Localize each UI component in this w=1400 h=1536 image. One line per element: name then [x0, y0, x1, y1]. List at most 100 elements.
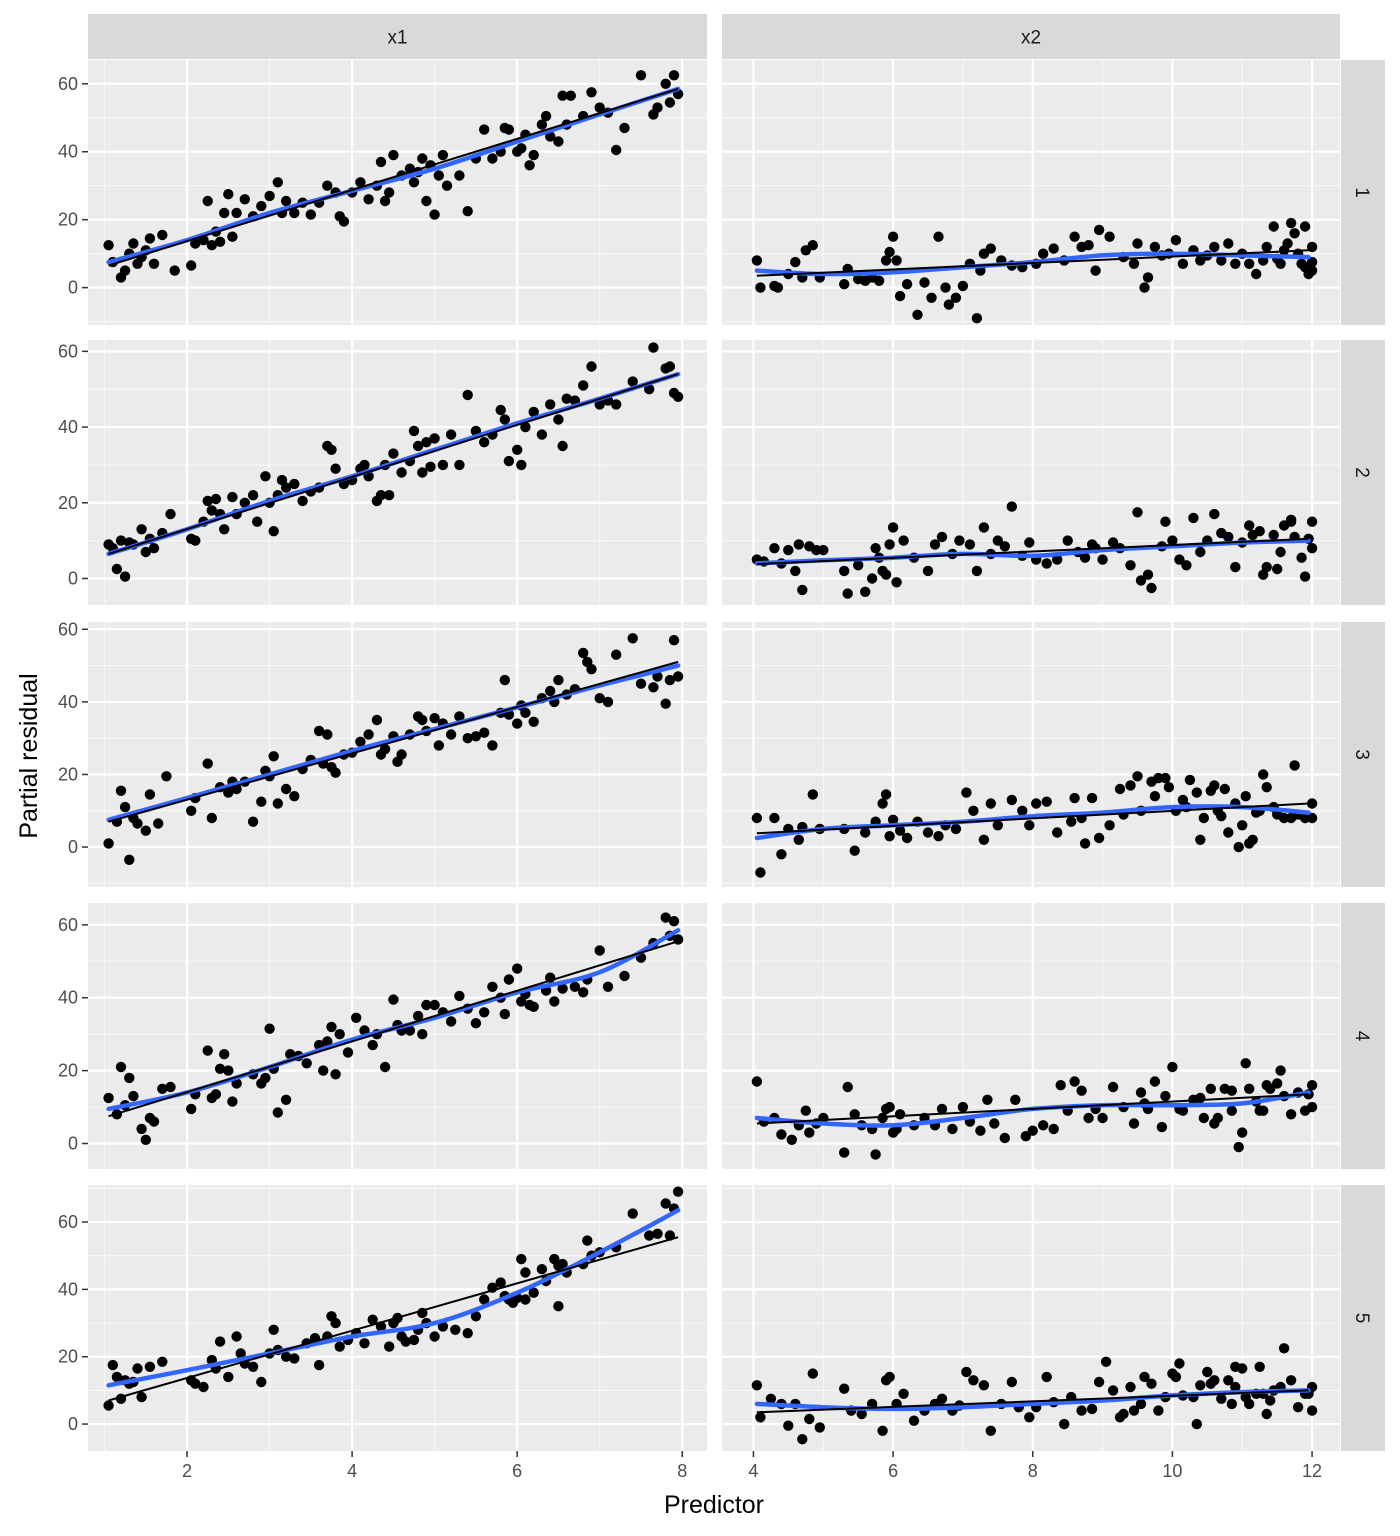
- data-point: [437, 459, 449, 471]
- y-axes: 0 20 40 60 0 20 40 60 0 20 40 60 0 20 40 60 0 20 40 60: [58, 74, 88, 1434]
- data-point: [165, 1081, 176, 1093]
- data-point: [569, 981, 581, 992]
- data-point: [933, 831, 944, 842]
- data-point: [429, 999, 440, 1011]
- data-point: [672, 671, 684, 682]
- data-point: [1299, 571, 1311, 582]
- data-point: [1132, 507, 1143, 518]
- data-point: [536, 119, 548, 130]
- data-point: [602, 696, 614, 708]
- data-point: [1041, 1371, 1052, 1383]
- data-point: [1086, 1403, 1098, 1415]
- strip-row-3: 3: [1341, 622, 1385, 887]
- data-point: [412, 440, 424, 452]
- panel-content-2-x1: [103, 342, 684, 582]
- data-point: [1195, 1092, 1206, 1104]
- data-point: [1223, 531, 1234, 543]
- data-point: [115, 1061, 127, 1073]
- data-point: [1240, 1391, 1251, 1403]
- data-point: [301, 1058, 312, 1069]
- data-point: [978, 834, 990, 845]
- strip-label: 1: [1351, 187, 1372, 198]
- linear-fit-line: [756, 1093, 1309, 1125]
- y-tick-label: 40: [58, 1279, 78, 1299]
- data-point: [227, 231, 238, 242]
- data-point: [957, 1101, 969, 1113]
- data-point: [1170, 234, 1182, 246]
- data-point: [186, 805, 197, 816]
- x-tick-label: 12: [1302, 1461, 1322, 1481]
- data-point: [1125, 560, 1136, 571]
- data-point: [1296, 552, 1307, 563]
- data-point: [1306, 1405, 1318, 1416]
- data-point: [1097, 1112, 1108, 1124]
- data-point: [528, 149, 539, 161]
- data-point: [660, 1198, 671, 1209]
- data-point: [487, 740, 498, 751]
- data-point: [800, 1105, 811, 1116]
- data-point: [516, 459, 527, 471]
- data-point: [1202, 1366, 1213, 1378]
- panel-background: [88, 60, 707, 325]
- data-point: [239, 497, 250, 508]
- data-point: [545, 399, 556, 410]
- data-point: [968, 1375, 979, 1386]
- data-point: [1135, 1087, 1147, 1098]
- data-point: [1079, 552, 1091, 563]
- data-point: [1251, 268, 1262, 280]
- y-tick-label: 0: [68, 569, 78, 589]
- data-point: [417, 714, 428, 726]
- data-point: [1240, 791, 1251, 802]
- data-point: [668, 916, 680, 927]
- data-point: [499, 674, 510, 686]
- data-point: [334, 1341, 345, 1352]
- data-point: [776, 849, 787, 860]
- data-point: [1083, 1112, 1094, 1124]
- data-point: [975, 1125, 986, 1136]
- panel-5-x2: [722, 1185, 1340, 1451]
- data-point: [326, 1021, 337, 1033]
- data-point: [1149, 241, 1161, 253]
- data-point: [157, 1356, 168, 1368]
- data-point: [870, 1149, 881, 1160]
- data-point: [884, 539, 895, 550]
- data-point: [280, 783, 292, 795]
- data-point: [1167, 1061, 1178, 1073]
- strip-background: [1341, 340, 1385, 605]
- data-point: [1223, 238, 1234, 249]
- data-point: [611, 649, 622, 660]
- y-tick-label: 40: [58, 692, 78, 712]
- panel-background: [722, 1185, 1340, 1451]
- data-point: [877, 1425, 888, 1437]
- data-point: [140, 1134, 151, 1146]
- data-point: [1285, 1109, 1297, 1120]
- strips: x1 x2 1 2 3 4 5: [88, 14, 1385, 1451]
- data-point: [214, 1336, 226, 1347]
- data-point: [342, 1047, 354, 1058]
- data-point: [1226, 1398, 1238, 1410]
- data-point: [1177, 258, 1189, 269]
- data-point: [1306, 241, 1318, 253]
- data-point: [901, 832, 913, 844]
- data-point: [1048, 1123, 1059, 1135]
- data-point: [140, 825, 151, 836]
- y-tick-label: 20: [58, 493, 78, 513]
- data-point: [210, 493, 222, 505]
- data-point: [1226, 1105, 1238, 1116]
- data-point: [755, 1412, 766, 1423]
- data-point: [1278, 1343, 1290, 1354]
- linear-fit-line: [756, 537, 1309, 566]
- data-point: [1069, 1076, 1080, 1087]
- data-point: [536, 1264, 548, 1275]
- data-point: [1142, 272, 1154, 283]
- data-point: [1198, 1112, 1210, 1124]
- y-tick-label: 60: [58, 1212, 78, 1232]
- data-point: [553, 414, 564, 425]
- data-point: [1132, 771, 1143, 782]
- data-point: [660, 78, 671, 90]
- data-point: [285, 1049, 296, 1060]
- data-point: [268, 751, 279, 762]
- data-point: [1209, 780, 1220, 791]
- strip-x1: x1: [88, 14, 707, 59]
- data-point: [553, 674, 564, 686]
